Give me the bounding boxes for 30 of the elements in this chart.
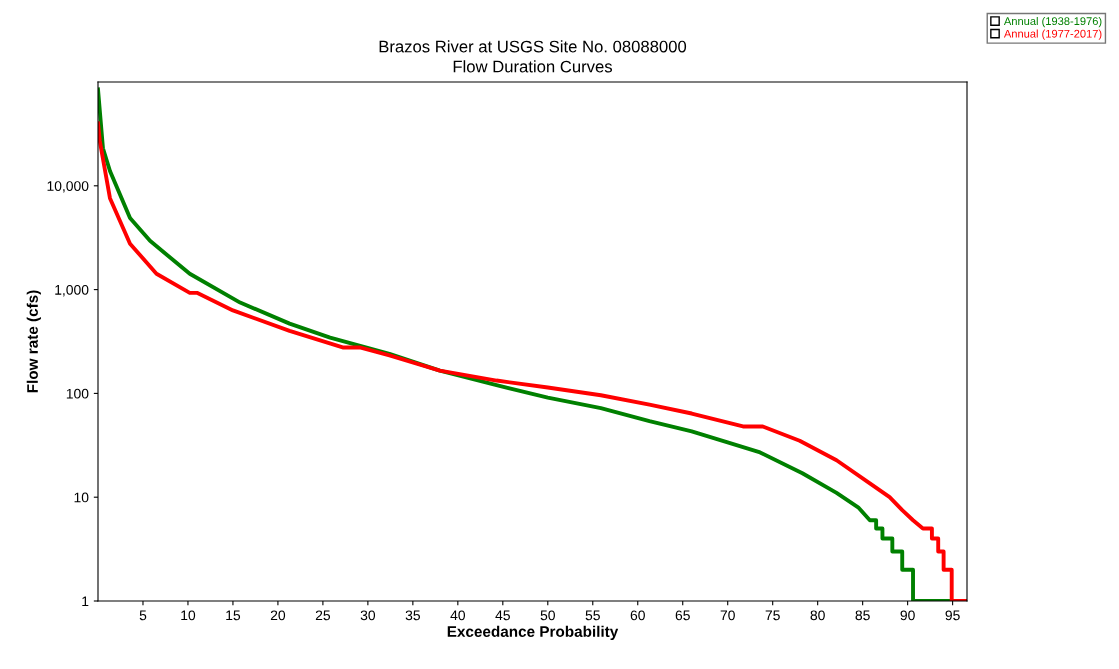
x-tick-label: 60 [630, 610, 645, 621]
x-tick-label: 80 [810, 610, 825, 621]
x-tick-label: 85 [855, 610, 870, 621]
x-tick-label: 70 [720, 610, 735, 621]
x-tick-label: 45 [495, 610, 510, 621]
y-tick-label: 1,000 [55, 284, 89, 297]
x-axis-title: Exceedance Probability [447, 625, 619, 640]
x-tick-label: 50 [540, 610, 555, 621]
x-tick-label: 35 [405, 610, 420, 621]
y-tick-label: 10,000 [47, 181, 89, 193]
x-tick-label: 55 [585, 610, 600, 621]
x-tick-label: 15 [226, 610, 241, 621]
chart-title: Brazos River at USGS Site No. 08088000 [379, 40, 687, 53]
y-tick-label: 10 [74, 492, 89, 503]
y-tick-label: 100 [66, 388, 89, 399]
x-tick-label: 5 [139, 610, 147, 621]
y-axis-title: Flow rate (cfs) [26, 290, 41, 393]
x-tick-label: 40 [450, 610, 466, 621]
x-tick-label: 20 [270, 610, 286, 621]
text: Annual (1977-2017) [1003, 29, 1102, 40]
x-tick-label: 90 [900, 610, 915, 621]
text: Annual (1938-1976) [1003, 16, 1102, 28]
chart-subtitle: Flow Duration Curves [453, 60, 613, 73]
x-tick-label: 30 [360, 610, 376, 621]
x-tick-label: 25 [315, 610, 331, 621]
x-tick-label: 10 [181, 610, 196, 621]
y-tick-label: 1 [82, 596, 89, 607]
x-tick-label: 75 [765, 610, 780, 621]
x-tick-label: 65 [675, 610, 690, 621]
x-tick-label: 95 [945, 610, 960, 621]
